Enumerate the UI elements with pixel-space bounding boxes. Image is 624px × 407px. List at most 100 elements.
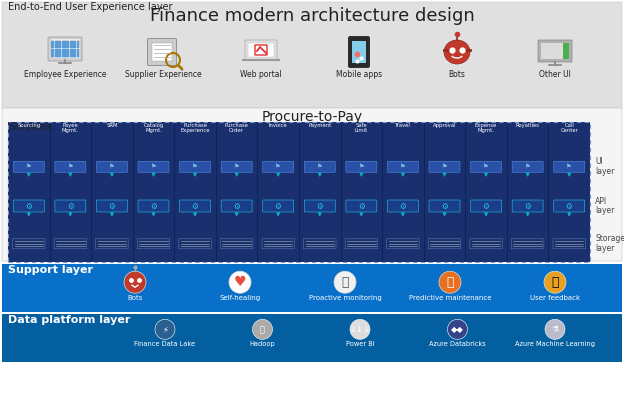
Circle shape: [544, 271, 566, 293]
Text: UI
layer: UI layer: [595, 158, 615, 176]
FancyBboxPatch shape: [95, 239, 128, 249]
FancyBboxPatch shape: [348, 37, 369, 68]
FancyBboxPatch shape: [180, 200, 210, 212]
Text: Approval: Approval: [433, 123, 456, 128]
FancyBboxPatch shape: [13, 161, 44, 172]
Text: Support layer: Support layer: [8, 265, 93, 275]
Text: ⚙: ⚙: [358, 201, 365, 210]
FancyBboxPatch shape: [303, 239, 336, 249]
FancyBboxPatch shape: [54, 239, 87, 249]
FancyBboxPatch shape: [255, 45, 267, 55]
Text: End-to-End User Experience layer: End-to-End User Experience layer: [8, 2, 172, 12]
FancyBboxPatch shape: [538, 40, 572, 62]
FancyBboxPatch shape: [541, 43, 563, 59]
Text: Other UI: Other UI: [539, 70, 571, 79]
FancyBboxPatch shape: [305, 161, 335, 172]
FancyBboxPatch shape: [220, 239, 253, 249]
Text: Self-healing: Self-healing: [220, 295, 261, 301]
FancyBboxPatch shape: [2, 108, 622, 261]
Circle shape: [124, 271, 146, 293]
FancyBboxPatch shape: [51, 41, 79, 58]
Text: Services: Services: [8, 122, 52, 132]
Text: API
layer: API layer: [595, 197, 615, 215]
Text: ⚑: ⚑: [26, 164, 32, 169]
Text: Purchase
Experience: Purchase Experience: [180, 123, 210, 133]
FancyBboxPatch shape: [138, 200, 169, 212]
Text: Mobile apps: Mobile apps: [336, 70, 382, 79]
FancyBboxPatch shape: [8, 122, 590, 262]
FancyBboxPatch shape: [470, 239, 502, 249]
Text: Expense
Mgmt.: Expense Mgmt.: [475, 123, 497, 133]
Text: Azure Machine Learning: Azure Machine Learning: [515, 341, 595, 347]
Text: User feedback: User feedback: [530, 295, 580, 301]
FancyBboxPatch shape: [97, 161, 127, 172]
Text: 👤: 👤: [551, 276, 558, 289]
FancyBboxPatch shape: [55, 161, 86, 172]
Text: Sourcing: Sourcing: [17, 123, 41, 128]
FancyBboxPatch shape: [512, 161, 543, 172]
Text: ⚙: ⚙: [566, 201, 573, 210]
Text: Payee
Mgmt.: Payee Mgmt.: [62, 123, 79, 133]
Text: Call
Center: Call Center: [560, 123, 578, 133]
FancyBboxPatch shape: [388, 161, 419, 172]
FancyBboxPatch shape: [263, 161, 294, 172]
Text: ⚡: ⚡: [162, 325, 168, 334]
Text: ⚑: ⚑: [317, 164, 323, 169]
Text: ⧖: ⧖: [341, 276, 349, 289]
FancyBboxPatch shape: [2, 264, 622, 312]
Text: Predictive maintenance: Predictive maintenance: [409, 295, 491, 301]
Text: ⚙: ⚙: [524, 201, 531, 210]
Text: ⚙: ⚙: [233, 201, 240, 210]
FancyBboxPatch shape: [55, 200, 86, 212]
Text: Data platform layer: Data platform layer: [8, 315, 130, 325]
FancyBboxPatch shape: [248, 43, 274, 57]
Text: ⚑: ⚑: [275, 164, 281, 169]
Text: ⚙: ⚙: [192, 201, 198, 210]
Circle shape: [155, 319, 175, 339]
FancyBboxPatch shape: [346, 161, 377, 172]
FancyBboxPatch shape: [305, 200, 335, 212]
FancyBboxPatch shape: [147, 39, 177, 66]
Circle shape: [545, 319, 565, 339]
FancyBboxPatch shape: [97, 200, 127, 212]
Text: Royalties: Royalties: [515, 123, 540, 128]
Text: Hadoop: Hadoop: [250, 341, 275, 347]
Text: Safe
Limit: Safe Limit: [354, 123, 368, 133]
Text: ⚑: ⚑: [109, 164, 115, 169]
Text: ⚑: ⚑: [567, 164, 572, 169]
Text: ◆◆: ◆◆: [451, 325, 464, 334]
Text: Bots: Bots: [127, 295, 143, 301]
FancyBboxPatch shape: [563, 43, 569, 59]
Text: ⚙: ⚙: [275, 201, 281, 210]
Text: Employee Experience: Employee Experience: [24, 70, 106, 79]
Text: Purchase
Order: Purchase Order: [225, 123, 248, 133]
Circle shape: [334, 271, 356, 293]
Circle shape: [447, 319, 467, 339]
Text: ⚗: ⚗: [551, 325, 558, 334]
FancyBboxPatch shape: [553, 161, 585, 172]
Text: ⚑: ⚑: [150, 164, 157, 169]
Text: Catalog
Mgmt.: Catalog Mgmt.: [144, 123, 163, 133]
Text: Travel: Travel: [395, 123, 411, 128]
FancyBboxPatch shape: [180, 161, 210, 172]
Circle shape: [229, 271, 251, 293]
FancyBboxPatch shape: [470, 200, 502, 212]
FancyBboxPatch shape: [179, 239, 212, 249]
Text: Storage
layer: Storage layer: [595, 234, 624, 253]
FancyBboxPatch shape: [345, 239, 378, 249]
FancyBboxPatch shape: [2, 314, 622, 362]
FancyBboxPatch shape: [512, 200, 543, 212]
Text: Power BI: Power BI: [346, 341, 374, 347]
Text: ⚙: ⚙: [67, 201, 74, 210]
FancyBboxPatch shape: [428, 239, 461, 249]
Text: ⚑: ⚑: [67, 164, 73, 169]
Text: ⚙: ⚙: [150, 201, 157, 210]
Text: 🐘: 🐘: [260, 325, 265, 334]
Text: ⚙: ⚙: [399, 201, 406, 210]
Text: ⚙: ⚙: [26, 201, 32, 210]
Text: ↓↓↓: ↓↓↓: [349, 325, 371, 334]
Text: ⚑: ⚑: [359, 164, 364, 169]
Text: ⚑: ⚑: [400, 164, 406, 169]
FancyBboxPatch shape: [138, 161, 169, 172]
Text: Procure-to-Pay: Procure-to-Pay: [261, 110, 363, 124]
